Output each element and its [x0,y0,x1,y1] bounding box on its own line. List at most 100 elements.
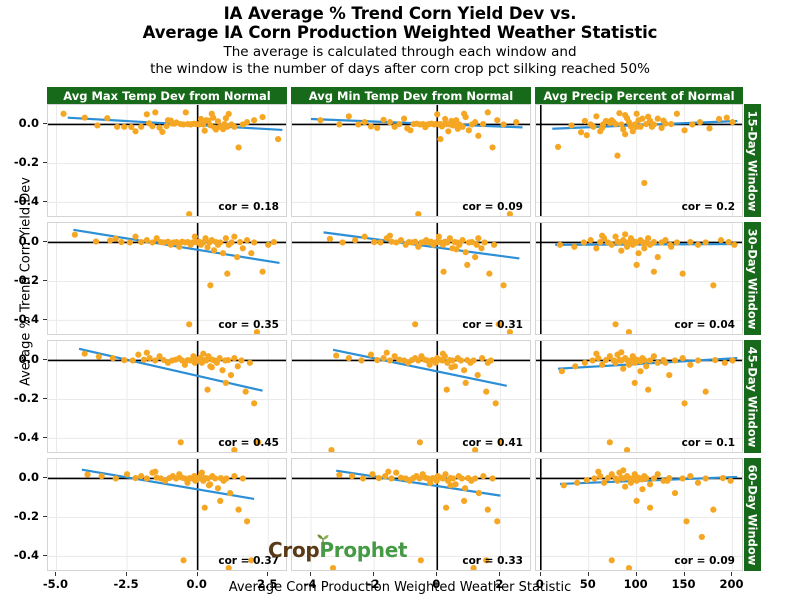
scatter-point [729,357,736,364]
scatter-point [456,241,463,248]
scatter-point [396,120,403,128]
scatter-point [210,247,218,254]
scatter-point [361,119,368,126]
scatter-point [489,475,496,482]
scatter-point [393,469,400,476]
scatter-point [217,497,224,504]
scatter-point [671,357,679,364]
scatter-point [668,120,675,128]
scatter-point [235,506,242,513]
scatter-point [608,471,615,478]
y-tick-label: -0.4 [13,548,39,563]
scatter-point [673,239,681,246]
scatter-point [452,481,459,488]
x-tick-label: -2 [366,577,380,591]
scatter-point [449,475,457,482]
panel-plot [292,105,530,216]
scatter-point [432,359,439,366]
scatter-point [326,235,333,243]
scatter-point [201,504,208,511]
scatter-point [599,232,606,239]
scatter-point [198,469,205,476]
scatter-point [439,350,447,357]
scatter-point [98,473,105,480]
scatter-point [620,126,627,133]
scatter-point [483,388,490,395]
scatter-point [149,123,156,130]
scatter-point [377,239,384,246]
trend-line [332,348,507,387]
scatter-point [595,468,602,475]
scatter-point [458,475,465,482]
chart-subtitle-line-2: the window is the number of days after c… [150,61,650,77]
scatter-point [238,357,245,364]
scatter-point [479,355,486,362]
scatter-point [138,123,145,130]
column-strip-1: Avg Max Temp Dev from Normal [47,87,287,104]
scatter-point [673,110,681,117]
scatter-point [618,349,625,356]
scatter-point [153,235,160,242]
row-strip-4: 60-Day Window [744,458,761,571]
scatter-point [359,475,367,482]
scatter-point [698,533,705,541]
correlation-label-r1-c1: cor = 0.18 [218,201,279,213]
scatter-point [495,321,502,328]
scatter-point [710,282,717,289]
scatter-point [191,233,198,240]
scatter-point [639,486,646,493]
scatter-point [506,211,513,216]
scatter-point [694,357,702,364]
scatter-point [371,238,378,246]
scatter-point [639,476,646,483]
scatter-point [654,115,661,122]
scatter-point [348,473,356,480]
scatter-point [358,357,365,364]
scatter-point [213,359,220,366]
scatter-point [650,353,657,360]
scatter-point [731,241,738,248]
scatter-point [689,121,696,128]
scatter-point [687,361,694,368]
x-tick-mark [635,572,637,576]
scatter-point [513,119,520,126]
scatter-point [662,237,669,244]
scatter-point [437,135,444,143]
scatter-point [369,471,376,478]
scatter-point [152,468,159,475]
scatter-point [472,447,479,452]
y-tick-mark [43,555,47,557]
chart-title-line-1: IA Average % Trend Corn Yield Dev vs. [223,4,577,23]
scatter-point [180,557,187,564]
scatter-point [375,474,382,482]
y-tick-mark [43,162,47,164]
watermark-prophet: Prophet [319,538,408,562]
scatter-point [114,123,121,130]
scatter-point [336,121,343,128]
scatter-point [618,121,625,128]
scatter-point [635,250,642,257]
scatter-point [717,237,725,244]
y-tick-mark [43,123,47,125]
scatter-point [633,123,640,130]
scatter-point [231,447,238,452]
x-tick-label: 50 [579,577,596,591]
scatter-point [143,349,150,356]
trend-line [78,347,263,392]
x-tick-mark [436,572,438,576]
scatter-point [658,124,665,132]
scatter-point [604,474,611,482]
scatter-point [702,475,709,482]
x-tick-mark [126,572,128,576]
facet-panel-r3-c1 [47,340,287,453]
scatter-point [176,243,183,250]
scatter-point [664,477,671,484]
chart-title-line-2: Average IA Corn Production Weighted Weat… [142,23,658,42]
scatter-point [386,232,393,239]
scatter-point [231,233,238,240]
scatter-point [497,439,504,446]
scatter-point [486,270,493,277]
row-strip-label: 30-Day Window [745,228,760,329]
facet-panel-r2-c2 [291,222,531,335]
scatter-point [186,211,193,216]
